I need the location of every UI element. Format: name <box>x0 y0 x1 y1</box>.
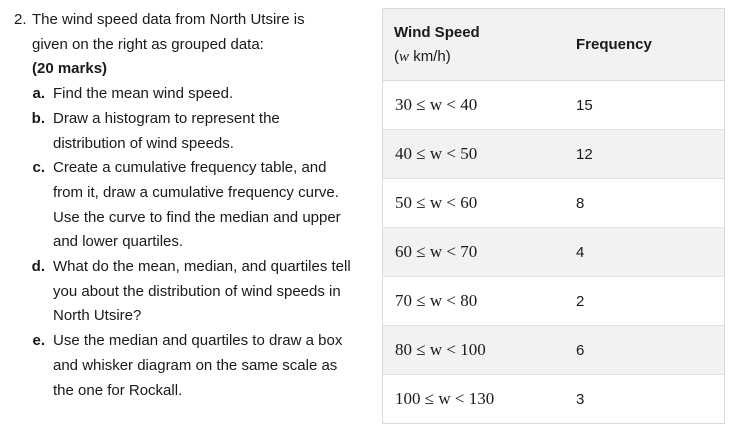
frequency-cell: 6 <box>556 325 724 375</box>
part-text: Find the mean wind speed. <box>53 85 234 103</box>
part-text: Use the median and quartiles to draw a b… <box>53 332 343 399</box>
wind-speed-table: Wind Speed (w km/h) Frequency 30 ≤ w < 4… <box>382 8 725 424</box>
part-text: Draw a histogram to represent the distri… <box>53 109 280 152</box>
frequency-cell: 2 <box>556 276 724 326</box>
frequency-cell: 8 <box>556 178 724 228</box>
part-label: c. <box>32 159 45 177</box>
range-cell: 50 ≤ w < 60 <box>383 178 556 228</box>
range-cell: 80 ≤ w < 100 <box>383 325 556 375</box>
frequency-cell: 12 <box>556 129 724 179</box>
frequency-cell: 15 <box>556 80 724 130</box>
question-panel: 2. The wind speed data from North Utsire… <box>14 8 364 403</box>
part-text: Create a cumulative frequency table, and… <box>53 159 341 251</box>
table-row: 80 ≤ w < 100 6 <box>383 325 724 375</box>
header-frequency: Frequency <box>556 9 724 81</box>
table-row: 30 ≤ w < 40 15 <box>383 80 724 130</box>
header-unit-text: km/h <box>413 47 446 65</box>
table-row: 40 ≤ w < 50 12 <box>383 129 724 179</box>
frequency-table: Wind Speed (w km/h) Frequency 30 ≤ w < 4… <box>383 9 724 423</box>
range-cell: 70 ≤ w < 80 <box>383 276 556 326</box>
range-cell: 60 ≤ w < 70 <box>383 227 556 277</box>
frequency-cell: 4 <box>556 227 724 277</box>
table-row: 60 ≤ w < 70 4 <box>383 227 724 277</box>
header-wind-speed-label: Wind Speed <box>394 23 480 41</box>
header-unit-variable: w <box>399 48 410 65</box>
part-label: d. <box>31 258 45 276</box>
question-parts-list: a. Find the mean wind speed. b. Draw a h… <box>14 82 364 403</box>
part-label: e. <box>32 332 45 350</box>
range-cell: 30 ≤ w < 40 <box>383 80 556 130</box>
range-cell: 100 ≤ w < 130 <box>395 389 495 408</box>
question-header: 2. The wind speed data from North Utsire… <box>14 8 364 57</box>
range-cell: 40 ≤ w < 50 <box>383 129 556 179</box>
header-wind-speed: Wind Speed (w km/h) <box>383 9 556 81</box>
frequency-cell: 3 <box>576 390 585 408</box>
table-row: 100 ≤ w < 130 3 <box>383 375 724 424</box>
part-label: a. <box>32 85 45 103</box>
part-label: b. <box>31 109 45 127</box>
question-part-b: b. Draw a histogram to represent the dis… <box>14 107 364 156</box>
question-part-e: e. Use the median and quartiles to draw … <box>14 329 364 403</box>
question-part-a: a. Find the mean wind speed. <box>14 82 364 107</box>
table-row: 70 ≤ w < 80 2 <box>383 276 724 326</box>
question-intro: The wind speed data from North Utsire is… <box>32 11 305 53</box>
part-text: What do the mean, median, and quartiles … <box>53 258 351 325</box>
question-part-c: c. Create a cumulative frequency table, … <box>14 156 364 255</box>
question-number: 2. <box>14 11 27 28</box>
header-unit: (w km/h) <box>394 47 451 65</box>
question-marks: (20 marks) <box>32 60 108 78</box>
question-part-d: d. What do the mean, median, and quartil… <box>14 255 364 329</box>
table-header-row: Wind Speed (w km/h) Frequency <box>383 9 724 81</box>
table-row: 50 ≤ w < 60 8 <box>383 178 724 228</box>
